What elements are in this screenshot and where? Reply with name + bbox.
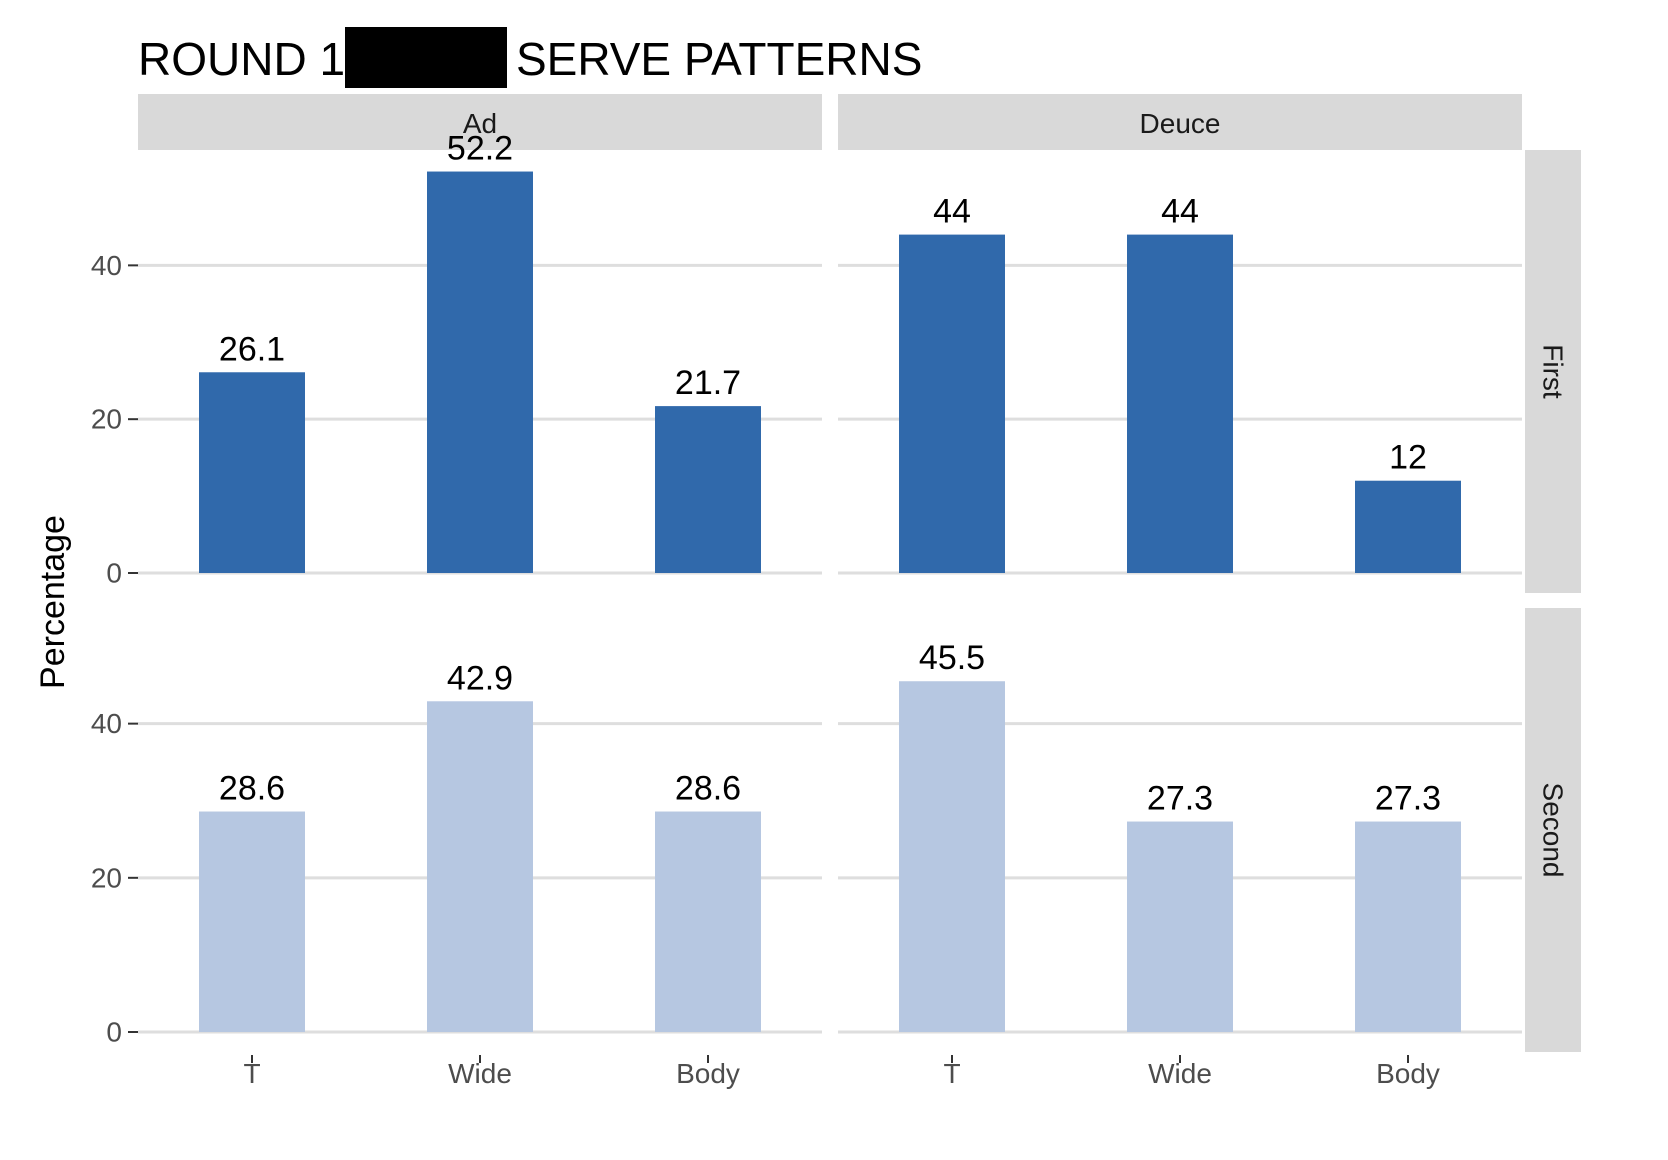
bar-value-label: 21.7 bbox=[675, 364, 741, 402]
bar-second-deuce-body bbox=[1355, 821, 1461, 1032]
y-tick-label: 40 bbox=[91, 250, 122, 281]
bar-first-ad-body bbox=[655, 406, 761, 573]
x-tick-label: Body bbox=[1376, 1058, 1440, 1089]
bar-value-label: 27.3 bbox=[1147, 780, 1213, 818]
bar-value-label: 26.1 bbox=[219, 330, 285, 368]
bar-second-ad-wide bbox=[427, 701, 533, 1032]
bar-second-ad-body bbox=[655, 811, 761, 1032]
bar-first-ad-t bbox=[199, 372, 305, 573]
strip-label-ad: Ad bbox=[463, 108, 497, 139]
y-tick-label: 0 bbox=[106, 1017, 122, 1048]
strip-ad bbox=[138, 94, 822, 150]
title-suffix: SERVE PATTERNS bbox=[516, 33, 922, 85]
bar-first-ad-wide bbox=[427, 171, 533, 573]
bar-first-deuce-wide bbox=[1127, 234, 1233, 573]
bar-value-label: 42.9 bbox=[447, 659, 513, 697]
strip-label-deuce: Deuce bbox=[1140, 108, 1221, 139]
strip-deuce bbox=[838, 94, 1522, 150]
bar-value-label: 52.2 bbox=[447, 130, 513, 168]
bar-second-deuce-wide bbox=[1127, 821, 1233, 1032]
y-tick-label: 20 bbox=[91, 862, 122, 893]
bar-second-ad-t bbox=[199, 811, 305, 1032]
x-tick-label: T bbox=[943, 1058, 960, 1089]
bar-value-label: 28.6 bbox=[219, 770, 285, 808]
y-tick-label: 20 bbox=[91, 404, 122, 435]
title-redaction-box bbox=[345, 27, 507, 88]
y-tick-label: 40 bbox=[91, 708, 122, 739]
plot-area: Ad Deuce First Second 0 20 40 0 20 40 T Wide Body T Wi… bbox=[91, 94, 1581, 1089]
x-tick-label: Wide bbox=[448, 1058, 512, 1089]
x-tick-label: T bbox=[243, 1058, 260, 1089]
bar-first-deuce-t bbox=[899, 234, 1005, 573]
strip-label-first: First bbox=[1538, 344, 1569, 399]
bar-value-label: 12 bbox=[1389, 439, 1427, 477]
y-tick-label: 0 bbox=[106, 558, 122, 589]
bar-value-label: 44 bbox=[1161, 193, 1199, 231]
strip-label-second: Second bbox=[1538, 783, 1569, 878]
bar-value-label: 28.6 bbox=[675, 770, 741, 808]
strip-first bbox=[1525, 150, 1581, 593]
bar-first-deuce-body bbox=[1355, 480, 1461, 573]
title-prefix: ROUND 1 bbox=[138, 33, 345, 85]
chart-title: ROUND 1 SERVE PATTERNS bbox=[138, 27, 922, 88]
bar-value-label: 44 bbox=[933, 193, 971, 231]
bar-value-label: 45.5 bbox=[919, 639, 985, 677]
x-tick-label: Body bbox=[676, 1058, 740, 1089]
y-axis-label: Percentage bbox=[34, 515, 72, 689]
bar-second-deuce-t bbox=[899, 681, 1005, 1032]
bar-value-label: 27.3 bbox=[1375, 780, 1441, 818]
strip-second bbox=[1525, 608, 1581, 1052]
x-tick-label: Wide bbox=[1148, 1058, 1212, 1089]
